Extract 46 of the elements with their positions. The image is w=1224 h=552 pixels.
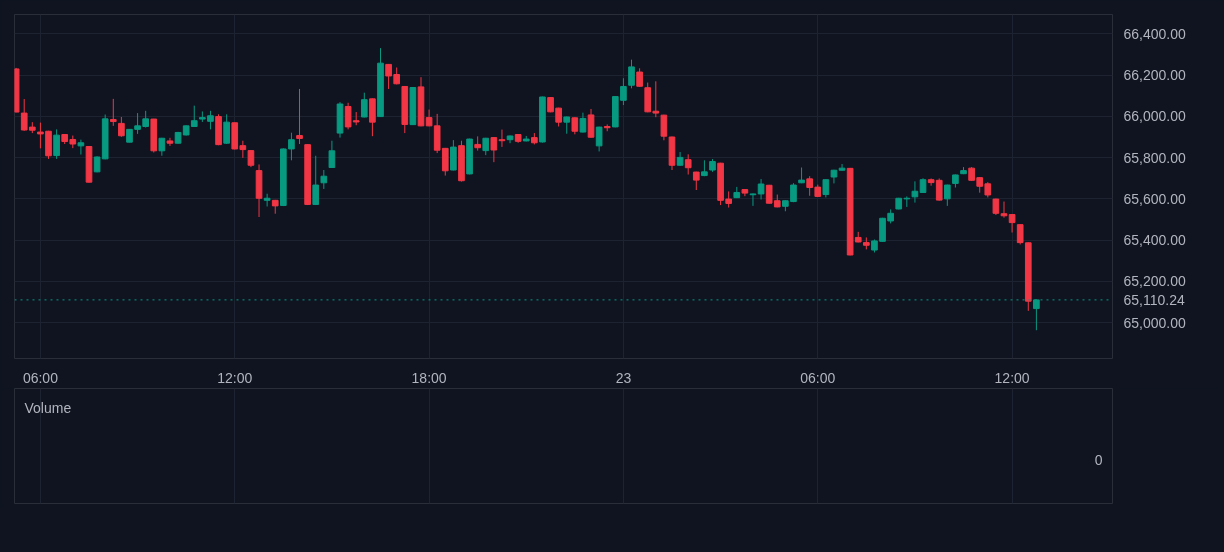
candlestick: [684, 153, 692, 176]
y-tick-label: 65,600.00: [1123, 190, 1186, 207]
ref-line-label: 65,110.24: [1123, 291, 1185, 308]
x-tick-label: 06:00: [22, 369, 59, 386]
candlestick: [369, 97, 376, 137]
candlestick: [943, 184, 951, 207]
y-tick-label: 65,200.00: [1123, 273, 1186, 290]
y-tick-label: 66,000.00: [1123, 108, 1186, 125]
candlestick: [223, 113, 230, 145]
candlestick: [579, 112, 587, 133]
candlestick: [360, 92, 368, 118]
x-tick-label: 18:00: [411, 369, 447, 386]
candlestick: [263, 193, 271, 207]
candlestick: [636, 67, 643, 88]
candlestick: [320, 169, 328, 190]
candlestick: [911, 180, 919, 204]
candlestick: [312, 155, 320, 206]
candlestick: [296, 88, 303, 145]
candlestick: [1008, 213, 1016, 233]
candlestick: [118, 116, 125, 138]
candlestick: [450, 139, 457, 171]
candlestick: [660, 114, 668, 141]
candlestick: [628, 59, 635, 89]
candlestick: [1000, 201, 1008, 219]
candlestick: [595, 126, 603, 152]
candlestick: [822, 178, 830, 198]
x-tick-label: 23: [615, 369, 632, 386]
candlestick: [749, 193, 757, 207]
x-tick-label: 12:00: [217, 369, 253, 386]
candlestick: [77, 139, 85, 156]
x-tick-label: 06:00: [800, 369, 836, 386]
candlestick: [53, 128, 60, 160]
candlestick: [692, 171, 700, 191]
y-tick-label: 65,000.00: [1123, 314, 1186, 331]
candlestick: [109, 98, 117, 127]
text: 0: [1094, 451, 1103, 468]
y-tick-label: 66,200.00: [1123, 67, 1186, 84]
candlestick: [587, 108, 595, 139]
candlestick: [328, 140, 336, 169]
text: Volume: [24, 400, 72, 417]
y-tick-label: 65,800.00: [1123, 149, 1186, 166]
y-tick-label: 65,400.00: [1123, 232, 1186, 249]
candlestick: [166, 137, 174, 147]
y-tick-label: 66,400.00: [1123, 25, 1186, 42]
candlestick: [757, 178, 765, 200]
x-tick-label: 12:00: [994, 369, 1030, 386]
